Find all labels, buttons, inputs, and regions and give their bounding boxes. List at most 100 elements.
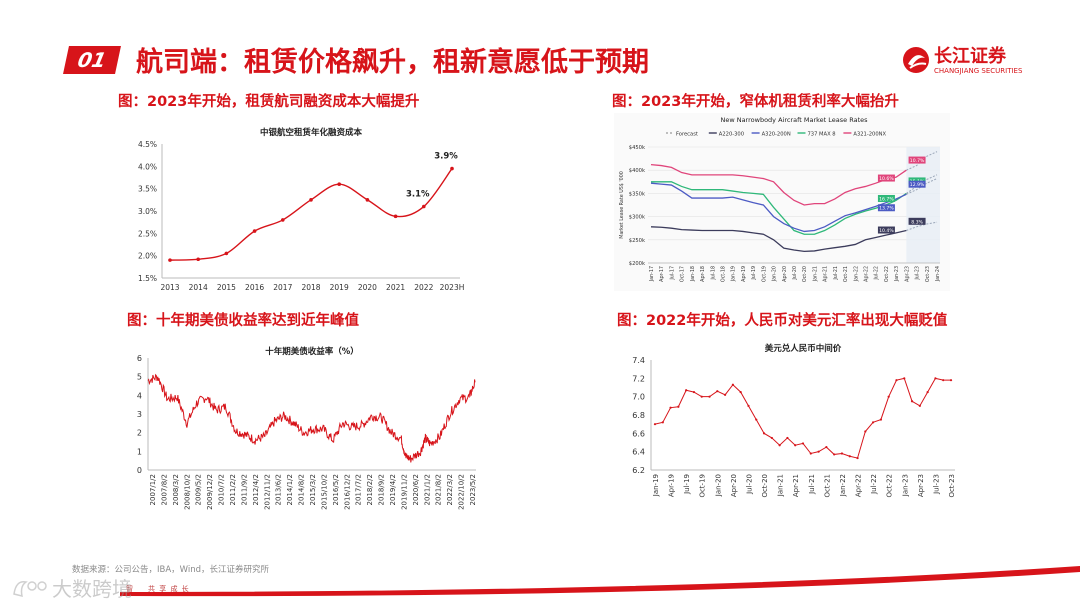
- x-tick-label: 2023H: [440, 283, 465, 292]
- data-point: [739, 390, 742, 394]
- x-tick-label: Jan-19: [731, 266, 737, 282]
- data-point: [708, 395, 711, 398]
- x-tick-label: 2017/7/2: [355, 474, 363, 505]
- data-point: [786, 436, 789, 440]
- x-tick-label: 2013: [160, 283, 179, 292]
- x-tick-label: Oct-20: [802, 266, 808, 282]
- x-tick-label: Jan-18: [690, 266, 696, 282]
- x-tick-label: Oct-22: [886, 474, 894, 498]
- slide-number: 01: [75, 48, 109, 72]
- x-tick-label: Jan-22: [853, 266, 859, 282]
- data-point: [910, 400, 914, 403]
- forecast-line-a220-300: [906, 221, 938, 231]
- data-point: [879, 418, 882, 421]
- data-point: [825, 445, 828, 449]
- x-tick-label: Jan-17: [649, 266, 655, 282]
- data-point: [833, 453, 836, 456]
- x-tick-label: Apr-23: [917, 474, 925, 497]
- x-tick-label: 2015/10/2: [320, 474, 328, 510]
- data-point: [450, 166, 454, 171]
- y-tick-label: 7.4: [632, 356, 645, 365]
- logo-mark-icon: [903, 47, 929, 73]
- x-tick-label: 2018/9/2: [378, 474, 386, 505]
- data-point: [731, 383, 734, 386]
- y-tick-label: 7.2: [632, 374, 645, 383]
- chart-financing-cost: 中银航空租赁年化融资成本 1.5% 2.0% 2.5% 3.0% 3.5% 4.0% 4.5%…: [138, 127, 465, 292]
- y-tick-label: 6.6: [632, 429, 645, 438]
- value-badge: [877, 194, 895, 202]
- y-tick-label: $400k: [629, 168, 645, 174]
- x-tick-label: 2011/2/2: [229, 474, 237, 505]
- data-point: [801, 442, 805, 445]
- data-point: [422, 204, 426, 209]
- x-tick-label: Jan-23: [894, 266, 900, 282]
- data-point: [224, 251, 229, 256]
- chart-panel-usdcny: 美元兑人民币中间价 6.2 6.4 6.6 6.8 7.0 7.2 7.4 Jan-19 Apr-…: [615, 338, 965, 548]
- x-tick-label: Apr-18: [700, 266, 706, 282]
- data-point: [887, 395, 890, 398]
- x-tick-label: 2018: [301, 283, 320, 292]
- x-tick-label: Apr-22: [855, 474, 863, 497]
- value-badge-label: 13.7%: [879, 206, 894, 212]
- x-tick-label: Jan-21: [812, 266, 818, 282]
- data-point: [716, 390, 719, 393]
- x-tick-label: Jul-23: [932, 474, 940, 495]
- x-tick-label: 2016/12/2: [343, 474, 351, 510]
- data-point: [848, 455, 851, 458]
- chart-panel-financing-cost: 中银航空租赁年化融资成本 1.5% 2.0% 2.5% 3.0% 3.5% 4.0% 4.5%…: [120, 118, 480, 303]
- value-badge-label: 10.6%: [879, 176, 894, 182]
- y-tick-label: 4.5%: [138, 140, 157, 149]
- y-tick-label: 3: [137, 410, 142, 419]
- x-tick-label: 2018/2/2: [366, 474, 374, 505]
- x-tick-label: Apr-20: [730, 474, 738, 497]
- data-point: [661, 421, 664, 424]
- x-tick-label: Jul-22: [874, 266, 880, 281]
- value-badge-label: 10.4%: [879, 228, 894, 234]
- x-tick-label: Jan-20: [714, 474, 722, 497]
- changjiang-logo: 长江证券 CHANGJIANG SECURITIES: [903, 45, 1023, 75]
- y-tick-label: 3.0%: [138, 207, 157, 216]
- y-tick-label: 6.4: [632, 448, 645, 457]
- x-tick-label: 2015: [217, 283, 236, 292]
- data-point: [365, 198, 370, 202]
- data-point: [309, 198, 313, 202]
- series-line-737 max 8: [651, 181, 907, 235]
- data-label: 3.9%: [434, 152, 458, 162]
- x-tick-label: Apr-21: [823, 266, 829, 282]
- y-axis-label: Market Lease Rate US$ '000: [619, 171, 625, 239]
- x-tick-label: Jan-22: [839, 474, 847, 497]
- chart-heading-financing-cost: 图：2023年开始，租赁航司融资成本大幅提升: [118, 94, 420, 110]
- watermark-logo: 大数跨境: [13, 577, 132, 601]
- y-tick-label: 3.5%: [138, 185, 157, 194]
- data-point: [669, 406, 672, 409]
- data-point: [685, 389, 688, 392]
- data-point: [168, 258, 172, 262]
- footer-swoosh: [0, 562, 1080, 608]
- x-tick-label: Jan-23: [901, 474, 909, 497]
- data-point: [393, 214, 398, 219]
- footer-slogan: 共 享 成 长: [148, 585, 190, 593]
- x-tick-label: 2012/4/2: [252, 474, 260, 505]
- x-tick-label: Apr-19: [668, 474, 676, 497]
- chart-heading-lease-rates: 图：2023年开始，窄体机租赁利率大幅抬升: [612, 94, 899, 110]
- x-tick-label: 2019/4/2: [389, 474, 397, 505]
- data-point: [196, 257, 200, 262]
- x-tick-label: Oct-23: [948, 474, 956, 498]
- chart-title: 中银航空租赁年化融资成本: [260, 127, 363, 138]
- legend-label: A320-200N: [762, 132, 791, 138]
- data-point: [934, 377, 937, 380]
- data-point: [747, 404, 750, 407]
- value-badge: [877, 174, 895, 182]
- legend-label: Forecast: [676, 132, 698, 138]
- x-tick-label: Jul-17: [669, 266, 675, 281]
- x-tick-label: 2022/10/2: [458, 474, 466, 510]
- chart-panel-lease-rates: New Narrowbody Aircraft Market Lease Rat…: [614, 113, 950, 291]
- x-tick-label: Oct-21: [843, 266, 849, 282]
- y-tick-label: 6.2: [632, 466, 645, 475]
- chart-panel-ust-10y: 十年期美债收益率（%） 0 1 2 3 4 5 6 2007/1/2 2007/8/2 2008/3…: [120, 338, 490, 548]
- x-tick-label: Apr-23: [904, 266, 910, 282]
- data-point: [840, 452, 844, 455]
- x-tick-label: 2008/3/2: [172, 474, 180, 505]
- data-point: [794, 444, 797, 447]
- data-point: [949, 379, 953, 382]
